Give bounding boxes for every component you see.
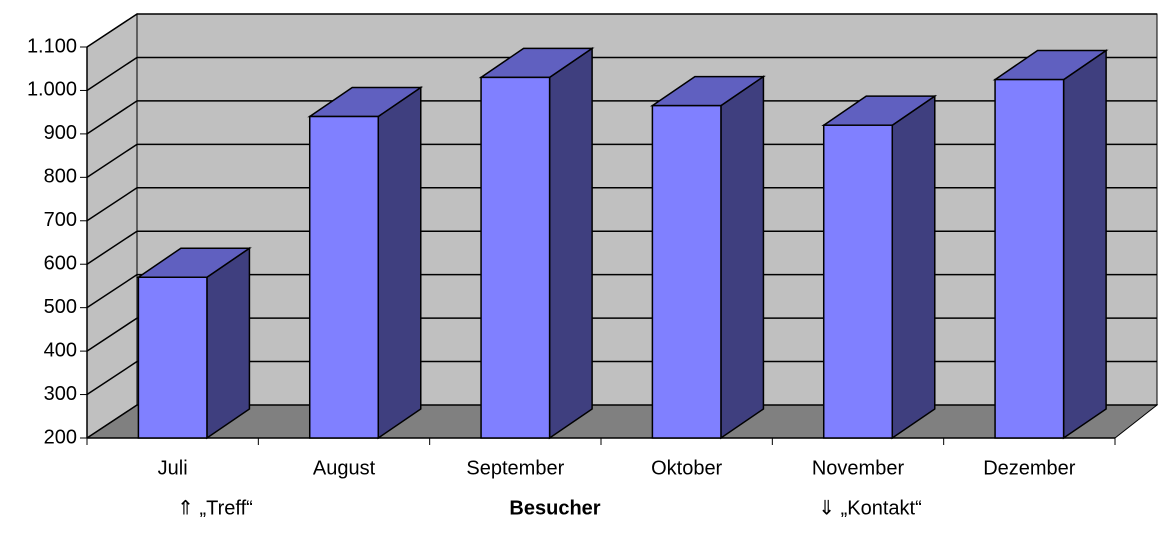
back-wall xyxy=(136,13,1158,406)
bar-side xyxy=(377,86,422,440)
grid-line xyxy=(86,273,1157,309)
y-tick-label: 800 xyxy=(44,166,77,188)
grid-line xyxy=(86,13,1157,48)
x-tick-label: August xyxy=(313,457,376,479)
bar-side xyxy=(720,75,765,440)
annotation: ⇑ „Treff“ xyxy=(177,497,253,519)
bar xyxy=(651,104,722,439)
grid-line xyxy=(86,187,1157,222)
y-tick-label: 600 xyxy=(44,253,77,275)
bar xyxy=(994,78,1065,439)
bar xyxy=(480,76,551,439)
y-tick-label: 900 xyxy=(44,122,77,144)
bar xyxy=(308,115,380,439)
bar-side xyxy=(548,46,593,440)
x-tick-label: Dezember xyxy=(983,457,1076,479)
bar-side xyxy=(1062,49,1107,440)
grid-line xyxy=(86,404,1157,439)
y-tick-label: 200 xyxy=(44,426,77,448)
grid-line xyxy=(86,56,1157,92)
x-tick-label: Juli xyxy=(158,457,188,479)
x-tick-label: September xyxy=(466,457,564,479)
y-tick-label: 400 xyxy=(44,339,77,361)
x-axis-label: Besucher xyxy=(509,497,600,519)
y-tick-label: 700 xyxy=(44,209,77,231)
grid-line xyxy=(86,100,1157,135)
grid-line xyxy=(86,360,1157,396)
grid-line xyxy=(86,230,1157,265)
y-tick-label: 300 xyxy=(44,383,77,405)
bar-side xyxy=(206,246,251,440)
bar xyxy=(822,124,894,439)
annotation: ⇓ „Kontakt“ xyxy=(818,497,921,519)
y-tick-label: 1.100 xyxy=(27,35,77,57)
y-tick-label: 500 xyxy=(44,296,77,318)
bar xyxy=(137,276,208,439)
y-tick-label: 1.000 xyxy=(27,79,77,101)
x-tick-label: Oktober xyxy=(651,457,722,479)
grid-line xyxy=(86,143,1157,178)
side-wall xyxy=(86,13,138,439)
x-tick-label: November xyxy=(812,457,905,479)
bar-side xyxy=(891,94,936,440)
grid-line xyxy=(86,317,1157,352)
